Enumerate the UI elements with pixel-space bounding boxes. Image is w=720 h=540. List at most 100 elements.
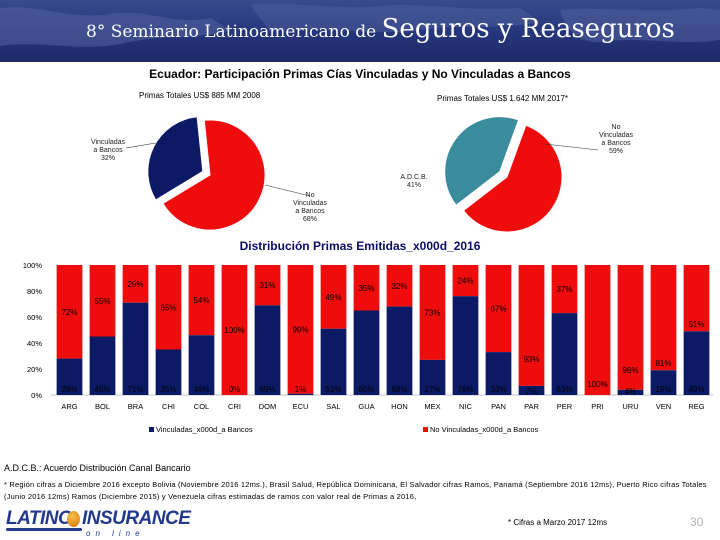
data-label-vinculadas-nic: 76% xyxy=(457,385,473,394)
data-label-vinculadas-dom: 69% xyxy=(259,385,275,394)
bar-no-vinculadas-nic xyxy=(452,265,479,297)
data-label-no-vinculadas-col: 54% xyxy=(193,296,209,305)
bar-vinculadas-mex xyxy=(419,359,446,395)
data-label-vinculadas-mex: 27% xyxy=(424,385,440,394)
x-tick-label-col: COL xyxy=(194,402,209,411)
pie-2008-label-no-vinculadas: No Vinculadas a Bancos 68% xyxy=(293,192,328,223)
y-tick-label-20: 20% xyxy=(27,365,42,374)
y-tick-label-60: 60% xyxy=(27,313,42,322)
data-label-vinculadas-pri: 100% xyxy=(587,380,607,389)
data-label-no-vinculadas-sal: 49% xyxy=(325,293,341,302)
bar-vinculadas-gua xyxy=(353,310,380,395)
pie-2017-slice-adcb xyxy=(444,116,520,206)
data-label-vinculadas-arg: 28% xyxy=(61,385,77,394)
banner-world-map xyxy=(0,3,720,47)
bar-vinculadas-par xyxy=(518,385,545,395)
bar-vinculadas-arg xyxy=(56,358,83,395)
bar-vinculadas-col xyxy=(188,335,215,395)
bar-vinculadas-hon xyxy=(386,306,413,395)
logo-swoosh xyxy=(6,528,82,531)
pie-2008-leader-vinculadas xyxy=(125,142,157,149)
bar-no-vinculadas-pri xyxy=(584,265,611,395)
x-tick-label-gua: GUA xyxy=(358,402,374,411)
data-label-vinculadas-cri: 0% xyxy=(229,385,241,394)
bar-vinculadas-ven xyxy=(650,370,677,395)
data-label-no-vinculadas-chi: 65% xyxy=(160,303,176,312)
y-tick-label-0: 0% xyxy=(31,391,42,400)
pie-2008-slice-no-vinculadas xyxy=(162,119,266,231)
data-label-vinculadas-chi: 35% xyxy=(160,385,176,394)
x-tick-label-sal: SAL xyxy=(326,402,340,411)
bar-no-vinculadas-dom xyxy=(254,265,281,306)
bar-no-vinculadas-par xyxy=(518,265,545,386)
legend-label-no-vinculadas: No Vinculadas_x000d_a Bancos xyxy=(430,425,539,434)
data-label-no-vinculadas-nic: 24% xyxy=(457,277,473,286)
x-tick-label-mex: MEX xyxy=(424,402,440,411)
y-tick-label-40: 40% xyxy=(27,339,42,348)
data-label-vinculadas-uru: 4% xyxy=(625,387,637,396)
bar-vinculadas-sal xyxy=(320,328,347,395)
x-tick-label-bol: BOL xyxy=(95,402,110,411)
pie-2017-label-no-vinculadas: No Vinculadas a Bancos 59% xyxy=(599,124,634,155)
banner-title: 8° Seminario Latinoamericano de Seguros … xyxy=(86,14,675,44)
legend-swatch-no-vinculadas xyxy=(423,427,428,432)
data-label-vinculadas-bol: 45% xyxy=(94,385,110,394)
x-tick-label-dom: DOM xyxy=(259,402,277,411)
bar-vinculadas-bol xyxy=(89,336,116,395)
logo-subtitle: on line xyxy=(86,529,145,538)
x-tick-label-reg: REG xyxy=(688,402,704,411)
bar-no-vinculadas-gua xyxy=(353,265,380,311)
bar-no-vinculadas-chi xyxy=(155,265,182,350)
bar-vinculadas-pan xyxy=(485,352,512,395)
data-label-no-vinculadas-hon: 32% xyxy=(391,282,407,291)
bar-no-vinculadas-sal xyxy=(320,265,347,329)
legend-swatch-vinculadas xyxy=(149,427,154,432)
bar-vinculadas-per xyxy=(551,313,578,395)
x-tick-label-ecu: ECU xyxy=(293,402,309,411)
pie-2008-caption: Primas Totales US$ 885 MM 2008 xyxy=(139,91,261,100)
bar-vinculadas-dom xyxy=(254,305,281,395)
pie-2017-leader-no-vinculadas xyxy=(544,143,599,151)
data-label-no-vinculadas-mex: 73% xyxy=(424,308,440,317)
data-label-no-vinculadas-bol: 55% xyxy=(94,297,110,306)
data-label-no-vinculadas-bra: 29% xyxy=(127,280,143,289)
bar-no-vinculadas-bol xyxy=(89,265,116,337)
bar-chart-title: Distribución Primas Emitidas_x000d_2016 xyxy=(239,239,481,253)
bar-no-vinculadas-col xyxy=(188,265,215,336)
x-tick-label-uru: URU xyxy=(622,402,638,411)
bar-vinculadas-nic xyxy=(452,296,479,395)
bar-vinculadas-reg xyxy=(683,331,710,395)
x-tick-label-ven: VEN xyxy=(656,402,671,411)
data-label-vinculadas-pan: 33% xyxy=(490,385,506,394)
data-label-vinculadas-gua: 65% xyxy=(358,385,374,394)
data-label-no-vinculadas-arg: 72% xyxy=(61,308,77,317)
data-label-vinculadas-bra: 71% xyxy=(127,385,143,394)
banner-title-prefix: 8° Seminario Latinoamericano de xyxy=(86,22,382,42)
data-label-no-vinculadas-cri: 100% xyxy=(224,326,244,335)
data-label-no-vinculadas-pan: 67% xyxy=(490,305,506,314)
data-label-vinculadas-par: 7% xyxy=(526,387,538,396)
logo-latino: LATINO xyxy=(6,508,73,529)
x-tick-label-bra: BRA xyxy=(128,402,143,411)
x-tick-label-arg: ARG xyxy=(61,402,77,411)
pie-2017-slice-no-vinculadas xyxy=(462,124,563,233)
x-tick-label-pri: PRI xyxy=(591,402,604,411)
data-label-no-vinculadas-gua: 35% xyxy=(358,284,374,293)
bar-no-vinculadas-ven xyxy=(650,265,677,371)
data-label-no-vinculadas-uru: 96% xyxy=(622,366,638,375)
data-label-no-vinculadas-dom: 31% xyxy=(259,281,275,290)
page-number: 30 xyxy=(690,515,704,529)
logo-insurance: INSURANCE xyxy=(82,508,191,529)
x-tick-label-nic: NIC xyxy=(459,402,473,411)
footnote-adcb: A.D.C.B.: Acuerdo Distribución Canal Ban… xyxy=(4,463,191,473)
bar-no-vinculadas-ecu xyxy=(287,265,314,394)
data-label-vinculadas-per: 63% xyxy=(556,385,572,394)
data-label-no-vinculadas-par: 93% xyxy=(523,355,539,364)
bar-no-vinculadas-mex xyxy=(419,265,446,360)
bar-no-vinculadas-cri xyxy=(221,265,248,395)
legend-label-vinculadas: Vinculadas_x000d_a Bancos xyxy=(156,425,253,434)
x-tick-label-cri: CRI xyxy=(228,402,241,411)
data-label-no-vinculadas-reg: 51% xyxy=(688,320,704,329)
x-tick-label-par: PAR xyxy=(524,402,539,411)
